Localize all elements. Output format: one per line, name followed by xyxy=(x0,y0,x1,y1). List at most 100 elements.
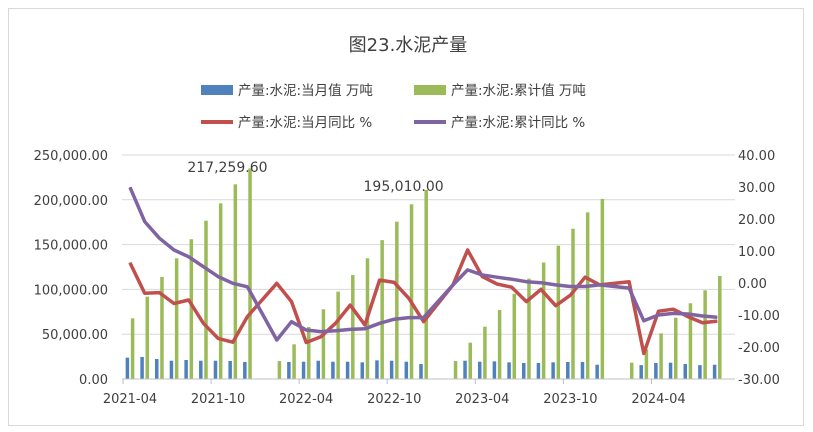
right-axis-tick-label: 20.00 xyxy=(738,213,775,228)
point-cumulative-yoy xyxy=(202,266,204,268)
point-monthly-yoy xyxy=(511,286,513,288)
point-cumulative-yoy xyxy=(716,316,718,318)
bar-cumulative-output xyxy=(644,349,649,379)
point-cumulative-yoy xyxy=(246,286,248,288)
point-monthly-yoy xyxy=(129,262,131,264)
point-cumulative-yoy xyxy=(379,322,381,324)
x-axis-tick-label: 2021-04 xyxy=(103,392,157,407)
point-monthly-yoy xyxy=(188,299,190,301)
bar-cumulative-output xyxy=(571,228,575,379)
bar-monthly-output xyxy=(243,361,247,379)
point-monthly-yoy xyxy=(393,281,395,283)
point-cumulative-yoy xyxy=(657,314,659,316)
point-monthly-yoy xyxy=(569,294,571,296)
bar-monthly-output xyxy=(125,357,130,379)
point-monthly-yoy xyxy=(246,316,248,318)
point-monthly-yoy xyxy=(217,337,219,339)
data-label: 195,010.00 xyxy=(364,179,444,195)
point-cumulative-yoy xyxy=(232,282,234,284)
point-monthly-yoy xyxy=(702,322,704,324)
line-monthly-yoy xyxy=(128,248,718,356)
bar-monthly-output xyxy=(712,364,717,379)
point-cumulative-yoy xyxy=(335,330,337,332)
bar-monthly-output xyxy=(419,364,423,379)
point-cumulative-yoy xyxy=(496,276,498,278)
point-cumulative-yoy xyxy=(702,315,704,317)
bar-cumulative-output xyxy=(512,293,517,379)
left-axis-tick-label: 100,000.00 xyxy=(34,283,108,298)
bar-monthly-output xyxy=(551,362,555,379)
point-cumulative-yoy xyxy=(408,317,410,319)
point-cumulative-yoy xyxy=(467,269,469,271)
point-cumulative-yoy xyxy=(555,284,557,286)
bar-cumulative-output xyxy=(409,204,414,379)
bar-monthly-output xyxy=(228,360,232,379)
bar-monthly-output xyxy=(507,362,511,379)
bar-monthly-output xyxy=(522,362,526,379)
point-monthly-yoy xyxy=(290,301,292,303)
point-monthly-yoy xyxy=(687,316,689,318)
bar-cumulative-output xyxy=(351,275,355,379)
bar-monthly-output xyxy=(345,361,350,379)
right-axis-tick-label: -10.00 xyxy=(738,309,780,324)
point-monthly-yoy xyxy=(305,342,307,344)
right-axis-tick-label: -30.00 xyxy=(738,373,780,388)
bar-monthly-output xyxy=(463,360,467,379)
point-monthly-yoy xyxy=(540,288,542,290)
right-axis-tick-label: 0.00 xyxy=(738,277,767,292)
right-axis-tick-label: 40.00 xyxy=(738,149,775,164)
bar-monthly-output xyxy=(698,365,702,379)
bar-monthly-output xyxy=(199,360,203,379)
point-monthly-yoy xyxy=(496,283,498,285)
bar-cumulative-output xyxy=(600,198,605,379)
bar-monthly-output xyxy=(595,364,599,379)
x-axis-tick-label: 2022-10 xyxy=(367,392,421,407)
bar-monthly-output xyxy=(654,362,658,379)
point-cumulative-yoy xyxy=(364,328,366,330)
point-monthly-yoy xyxy=(716,320,718,322)
bar-cumulative-output xyxy=(527,278,531,379)
left-axis-tick-label: 50,000.00 xyxy=(42,328,108,343)
bar-cumulative-output xyxy=(497,310,502,379)
bar-cumulative-output xyxy=(307,327,311,379)
bar-cumulative-output xyxy=(659,333,663,379)
x-axis-tick-label: 2021-10 xyxy=(191,392,245,407)
point-cumulative-yoy xyxy=(129,186,131,188)
bar-cumulative-output xyxy=(292,344,296,379)
bar-monthly-output xyxy=(683,364,687,379)
bar-monthly-output xyxy=(155,359,159,379)
bar-cumulative-output xyxy=(218,203,223,379)
point-cumulative-yoy xyxy=(423,317,425,319)
bar-cumulative-output xyxy=(453,361,458,379)
point-monthly-yoy xyxy=(335,322,337,324)
point-cumulative-yoy xyxy=(276,339,278,341)
legend: 产量:水泥:当月值 万吨 产量:水泥:累计值 万吨 产量:水泥:当月同比 % 产… xyxy=(201,83,586,131)
point-cumulative-yoy xyxy=(672,312,674,314)
point-cumulative-yoy xyxy=(320,331,322,333)
right-axis-tick-label: 10.00 xyxy=(738,245,775,260)
bar-cumulative-output xyxy=(395,221,399,379)
point-cumulative-yoy xyxy=(525,281,527,283)
legend-label-monthly-output: 产量:水泥:当月值 万吨 xyxy=(238,83,373,99)
left-axis-tick-label: 200,000.00 xyxy=(34,194,108,209)
x-axis-tick-label: 2022-04 xyxy=(279,392,333,407)
bar-monthly-output xyxy=(316,360,320,379)
bar-cumulative-output xyxy=(688,303,693,379)
bar-cumulative-output xyxy=(145,296,150,379)
point-cumulative-yoy xyxy=(599,284,601,286)
point-monthly-yoy xyxy=(628,281,630,283)
point-cumulative-yoy xyxy=(643,320,645,322)
bar-monthly-output xyxy=(140,356,144,379)
bar-monthly-output xyxy=(477,361,482,379)
point-monthly-yoy xyxy=(555,305,557,307)
data-label: 217,259.60 xyxy=(187,160,267,176)
bar-monthly-output xyxy=(184,360,188,379)
point-monthly-yoy xyxy=(173,302,175,304)
bar-monthly-output xyxy=(287,361,291,379)
bar-monthly-output xyxy=(566,361,570,379)
chart-title: 图23.水泥产量 xyxy=(349,35,468,56)
point-monthly-yoy xyxy=(364,324,366,326)
bar-monthly-output xyxy=(492,361,497,379)
bar-cumulative-output xyxy=(130,318,135,379)
